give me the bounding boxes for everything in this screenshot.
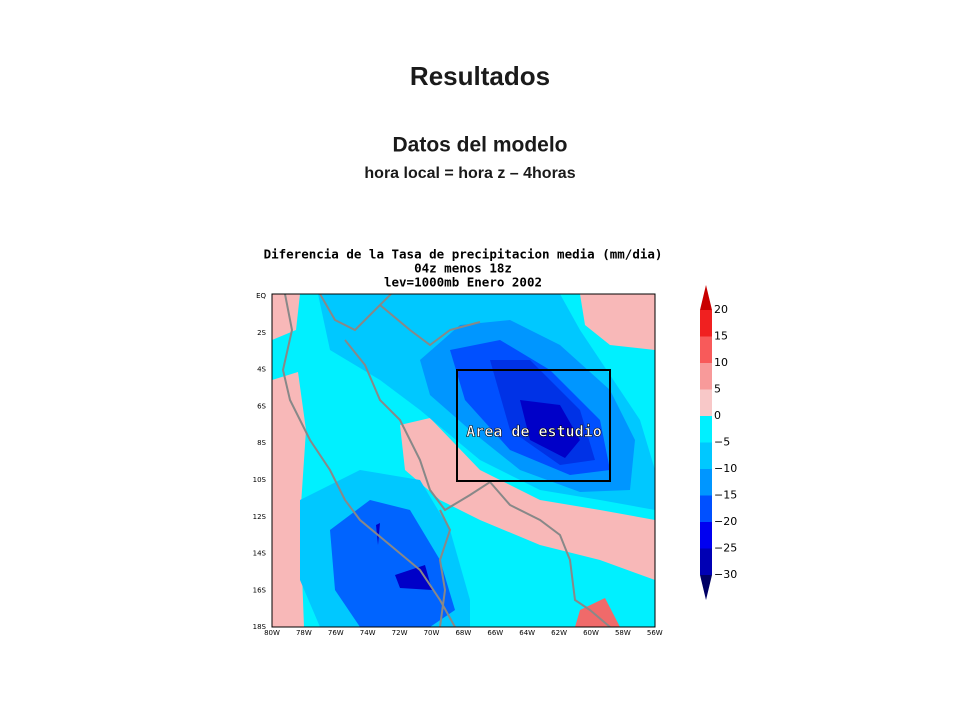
lon-label: 78W	[296, 629, 312, 637]
colorbar-label: −15	[714, 489, 737, 502]
lat-label: 12S	[253, 513, 267, 521]
slide-title: Resultados	[410, 61, 550, 91]
lon-label: 60W	[583, 629, 599, 637]
lat-label: 14S	[253, 550, 267, 558]
map-title: 04z menos 18z	[414, 261, 512, 276]
colorbar-segment	[700, 548, 712, 575]
colorbar-segment	[700, 495, 712, 522]
colorbar-segment	[700, 522, 712, 549]
study-area-label: Area de estudio	[466, 423, 601, 441]
colorbar-label: −10	[714, 462, 737, 475]
colorbar-segment	[700, 310, 712, 337]
colorbar-label: −25	[714, 542, 737, 555]
colorbar-label: −30	[714, 568, 737, 581]
map-frame	[271, 293, 656, 628]
study-area-box	[456, 369, 611, 482]
map: Area de estudio	[271, 293, 656, 628]
lat-label: 16S	[253, 586, 267, 594]
colorbar-arrow	[700, 575, 712, 600]
lat-label: 10S	[253, 476, 267, 484]
colorbar-segment	[700, 416, 712, 443]
colorbar-segment	[700, 336, 712, 363]
lon-label: 56W	[647, 629, 663, 637]
lon-label: 64W	[519, 629, 535, 637]
colorbar-arrow	[700, 285, 712, 310]
colorbar-label: 5	[714, 383, 721, 396]
colorbar-segment	[700, 363, 712, 390]
lon-label: 74W	[360, 629, 376, 637]
colorbar-segment	[700, 442, 712, 469]
colorbar-label: 20	[714, 303, 728, 316]
lat-label: 8S	[257, 439, 266, 447]
lon-label: 72W	[392, 629, 408, 637]
lon-label: 62W	[551, 629, 567, 637]
lon-label: 68W	[455, 629, 471, 637]
colorbar-label: 0	[714, 409, 721, 422]
colorbar-label: −5	[714, 436, 730, 449]
lat-label: 18S	[253, 623, 267, 631]
lat-label: 6S	[257, 402, 266, 410]
map-title: Diferencia de la Tasa de precipitacion m…	[264, 247, 663, 262]
contours	[272, 294, 655, 627]
lon-label: 76W	[328, 629, 344, 637]
lon-label: 66W	[487, 629, 503, 637]
lat-label: 2S	[257, 329, 266, 337]
lat-label: 4S	[257, 366, 266, 374]
colorbar-label: 10	[714, 356, 728, 369]
slide-subtitle: Datos del modelo	[392, 134, 567, 157]
colorbar-label: 15	[714, 330, 728, 343]
colorbar-label: −20	[714, 515, 737, 528]
map-title: lev=1000mb Enero 2002	[384, 275, 542, 290]
colorbar-segment	[700, 389, 712, 416]
lon-label: 58W	[615, 629, 631, 637]
slide-note: hora local = hora z – 4horas	[364, 165, 575, 182]
lon-label: 80W	[264, 629, 280, 637]
lat-label: EQ	[256, 292, 266, 300]
colorbar-segment	[700, 469, 712, 496]
lon-label: 70W	[424, 629, 440, 637]
